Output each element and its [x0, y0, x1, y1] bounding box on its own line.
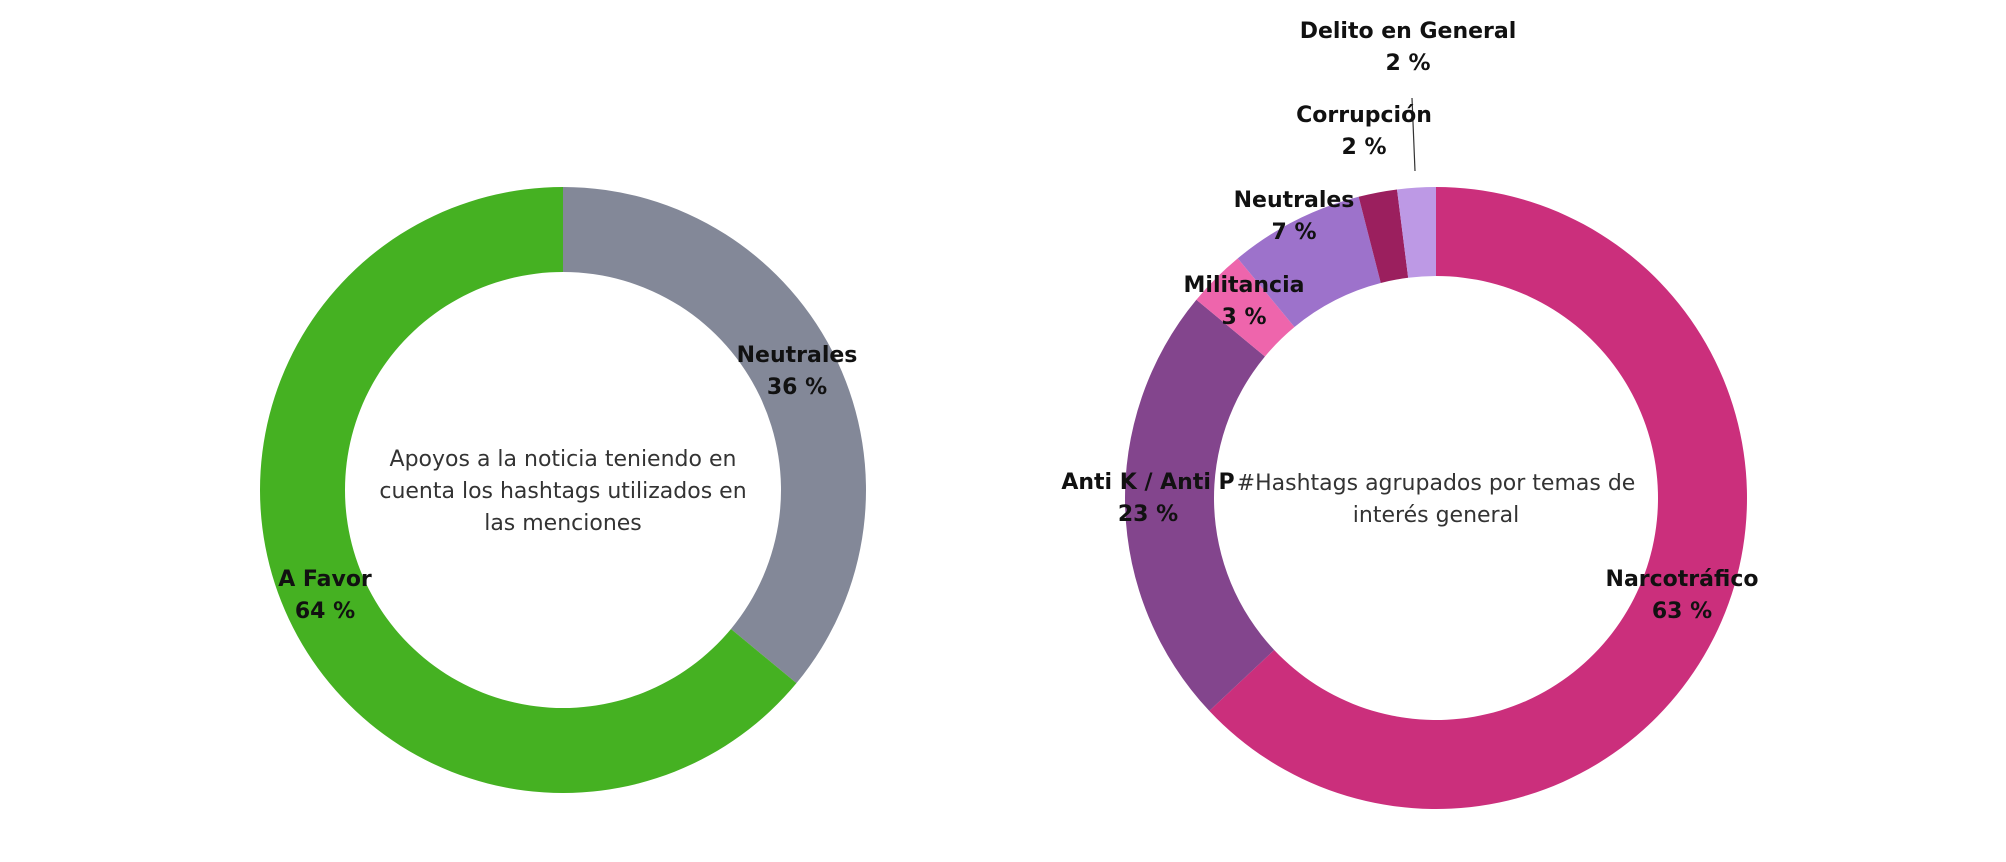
center-title-line: Apoyos a la noticia teniendo en	[390, 447, 737, 472]
slice-value-anti-k-anti-p: 23 %	[1118, 502, 1178, 527]
slice-narcotrafico	[1209, 187, 1748, 810]
center-title-line: interés general	[1353, 503, 1519, 528]
slice-anti-k-anti-p	[1125, 299, 1275, 711]
slice-value-narcotrafico: 63 %	[1652, 599, 1712, 624]
support-donut: Neutrales 36 % A Favor 64 % Apoyos a la noti…	[259, 187, 866, 794]
slice-value-militancia: 3 %	[1221, 305, 1266, 330]
slice-corrupcion	[1358, 189, 1409, 283]
slice-label-corrupcion: Corrupción	[1296, 103, 1432, 128]
leader-line-delito-en-general	[1411, 97, 1416, 172]
slice-label-narcotrafico: Narcotráfico	[1606, 567, 1759, 592]
slice-delito-en-general	[1397, 187, 1436, 278]
hashtags-donut: Narcotráfico 63 % Anti K / Anti P 23 % Milit…	[1061, 19, 1759, 810]
center-title-line: las menciones	[484, 511, 642, 536]
slice-militancia	[1196, 258, 1295, 357]
center-title-line: cuenta los hashtags utilizados en	[379, 479, 746, 504]
slice-value-delito-en-general: 2 %	[1385, 51, 1430, 76]
slice-label-delito-en-general: Delito en General	[1300, 19, 1517, 44]
slice-neutrales	[563, 187, 866, 684]
slice-a-favor	[259, 187, 797, 794]
slice-neutrales	[1237, 196, 1381, 327]
center-title-line: #Hashtags agrupados por temas de	[1237, 471, 1636, 496]
slice-label-anti-k-anti-p: Anti K / Anti P	[1061, 470, 1234, 495]
slice-value-neutrales: 7 %	[1271, 220, 1316, 245]
slice-label-neutrales: Neutrales	[737, 343, 858, 368]
slice-value-corrupcion: 2 %	[1341, 135, 1386, 160]
slice-label-a-favor: A Favor	[278, 567, 372, 592]
slice-value-a-favor: 64 %	[295, 599, 355, 624]
slice-label-neutrales: Neutrales	[1234, 188, 1355, 213]
slice-label-militancia: Militancia	[1184, 273, 1305, 298]
slice-value-neutrales: 36 %	[767, 375, 827, 400]
